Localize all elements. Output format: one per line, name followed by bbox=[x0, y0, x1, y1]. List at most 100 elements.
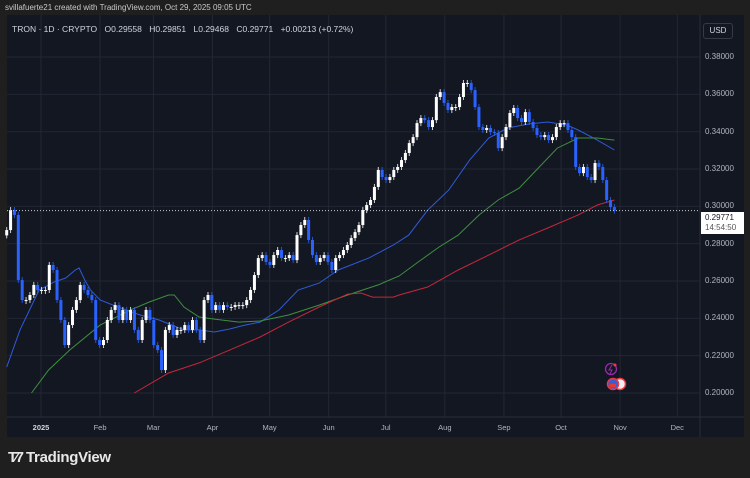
candle-body bbox=[241, 305, 245, 307]
candle-body bbox=[539, 135, 543, 138]
candle-body bbox=[191, 320, 195, 330]
candle-body bbox=[175, 329, 179, 335]
candle-body bbox=[291, 255, 295, 261]
candle-body bbox=[369, 200, 373, 206]
candle-body bbox=[589, 177, 593, 181]
candle-body bbox=[365, 205, 369, 211]
candle-body bbox=[376, 169, 380, 187]
candle-body bbox=[427, 120, 431, 128]
candle-body bbox=[388, 177, 392, 181]
candle-body bbox=[225, 305, 229, 307]
candle-body bbox=[260, 255, 264, 259]
candle-body bbox=[245, 300, 249, 306]
moving-average-line bbox=[31, 137, 615, 394]
candle-body bbox=[314, 255, 318, 262]
candle-body bbox=[67, 325, 71, 346]
time-tick-label: 2025 bbox=[32, 423, 50, 432]
last-price-value: 0.29771 bbox=[705, 213, 734, 222]
candle-body bbox=[152, 320, 156, 346]
candle-body bbox=[341, 250, 345, 256]
candle-body bbox=[423, 118, 427, 121]
candle-body bbox=[51, 264, 55, 270]
candle-body bbox=[237, 305, 241, 307]
time-tick-label: Mar bbox=[146, 423, 160, 432]
price-tick-label: 0.30000 bbox=[705, 201, 734, 211]
candle-body bbox=[78, 284, 82, 301]
candle-body bbox=[47, 264, 51, 290]
flag-stripes bbox=[610, 384, 616, 387]
last-price-label: 0.29771 14:54:50 bbox=[701, 212, 744, 234]
candle-body bbox=[287, 255, 291, 259]
candle-body bbox=[117, 305, 121, 321]
chart-panel[interactable] bbox=[7, 15, 744, 437]
candle-body bbox=[334, 258, 338, 270]
candle-body bbox=[543, 135, 547, 138]
candle-body bbox=[508, 113, 512, 128]
chart-caption: svillafuerte21 created with TradingView.… bbox=[5, 3, 252, 12]
candle-body bbox=[434, 96, 438, 121]
candle-body bbox=[581, 166, 585, 174]
candle-body bbox=[40, 289, 44, 291]
candle-body bbox=[163, 329, 167, 371]
candle-body bbox=[338, 255, 342, 259]
candle-body bbox=[612, 207, 616, 211]
time-tick-label: Dec bbox=[670, 423, 684, 432]
price-tick-label: 0.24000 bbox=[705, 313, 734, 323]
candle-body bbox=[101, 339, 105, 346]
candle-body bbox=[578, 166, 582, 174]
candle-body bbox=[531, 121, 535, 128]
candle-body bbox=[442, 92, 446, 103]
candle-body bbox=[446, 102, 450, 111]
time-tick-label: Jun bbox=[322, 423, 335, 432]
candle-body bbox=[59, 300, 63, 321]
candle-body bbox=[326, 255, 330, 262]
candle-body bbox=[183, 325, 187, 330]
candle-body bbox=[318, 258, 322, 262]
candle-body bbox=[310, 239, 314, 256]
price-tick-label: 0.28000 bbox=[705, 238, 734, 248]
candle-body bbox=[252, 275, 256, 290]
candle-body bbox=[272, 255, 276, 265]
candle-body bbox=[527, 112, 531, 122]
candle-body bbox=[136, 329, 140, 340]
candle-body bbox=[86, 289, 90, 296]
candle-body bbox=[125, 309, 129, 321]
candle-body bbox=[357, 225, 361, 233]
candle-body bbox=[307, 219, 311, 240]
lightning-event-icon bbox=[604, 362, 618, 376]
candle-body bbox=[28, 295, 32, 301]
currency-button[interactable]: USD bbox=[703, 23, 733, 39]
candle-body bbox=[547, 135, 551, 141]
candle-body bbox=[218, 305, 222, 310]
symbol-label[interactable]: TRON · 1D · CRYPTO bbox=[12, 24, 98, 34]
time-tick-label: Sep bbox=[497, 423, 511, 432]
candle-body bbox=[74, 300, 78, 310]
candle-body bbox=[303, 219, 307, 226]
time-tick-label: Apr bbox=[206, 423, 219, 432]
candle-body bbox=[504, 127, 508, 138]
change-value: +0.00213 (+0.72%) bbox=[280, 24, 354, 34]
candle-body bbox=[438, 92, 442, 97]
candle-body bbox=[353, 232, 357, 239]
candle-body bbox=[167, 325, 171, 330]
time-tick-label: May bbox=[262, 423, 277, 432]
candle-body bbox=[82, 284, 86, 290]
candle-body bbox=[605, 180, 609, 201]
candle-body bbox=[109, 309, 113, 321]
candle-body bbox=[407, 143, 411, 153]
candle-body bbox=[458, 96, 462, 108]
candle-body bbox=[380, 169, 384, 178]
candle-body bbox=[469, 82, 473, 91]
candle-body bbox=[535, 127, 539, 136]
notification-dot bbox=[613, 363, 617, 367]
candle-body bbox=[210, 295, 214, 310]
lightning-glyph bbox=[608, 364, 613, 375]
candle-body bbox=[415, 123, 419, 138]
candle-body bbox=[477, 107, 481, 128]
candle-body bbox=[345, 244, 349, 251]
candle-body bbox=[249, 289, 253, 301]
moving-average-line bbox=[6, 121, 615, 368]
candle-body bbox=[256, 258, 260, 276]
candle-body bbox=[140, 320, 144, 340]
